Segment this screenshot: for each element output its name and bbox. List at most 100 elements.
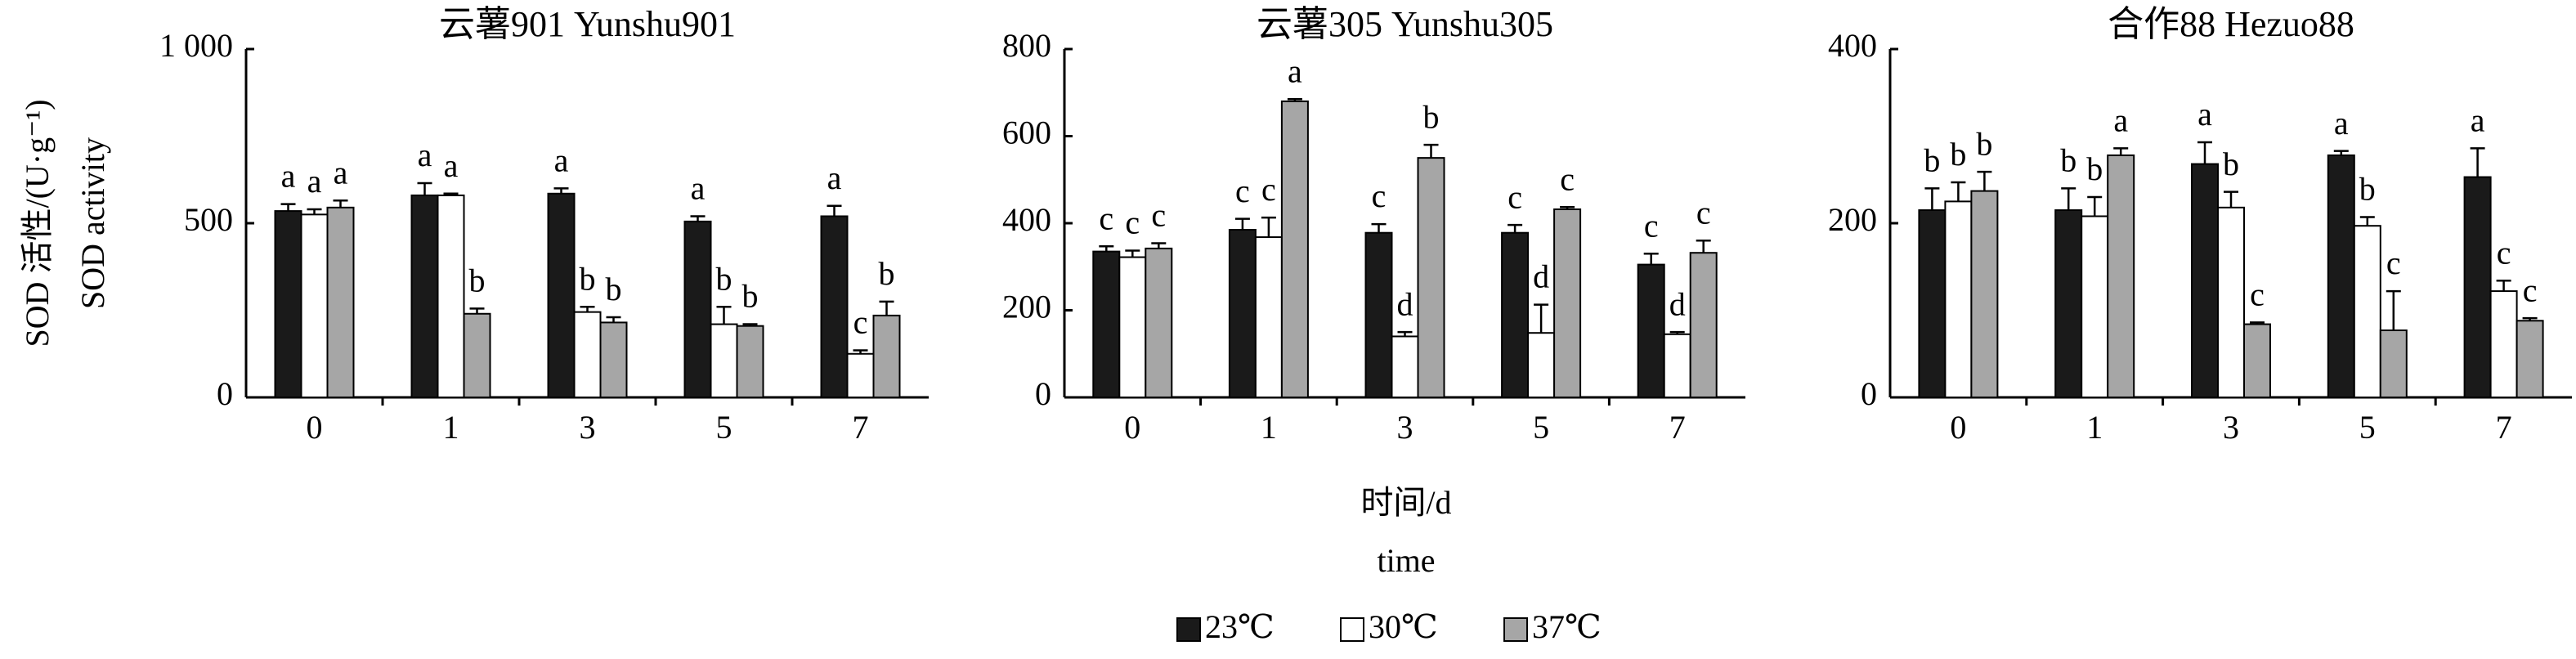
significance-letter: c: [2250, 276, 2265, 313]
significance-letter: a: [554, 142, 569, 179]
bar: [2107, 154, 2135, 398]
y-tick-label: 400: [1002, 201, 1051, 238]
x-tick-label: 3: [1397, 409, 1413, 446]
bar: [547, 192, 576, 398]
bar: [326, 206, 355, 398]
legend-label: 23℃: [1205, 608, 1275, 645]
significance-letter: b: [469, 262, 486, 299]
bar: [1970, 190, 1999, 398]
significance-letter: d: [1397, 285, 1413, 322]
bar: [1118, 256, 1147, 398]
bar: [2489, 290, 2518, 398]
significance-letter: b: [2086, 150, 2103, 187]
significance-letter: b: [1950, 136, 1966, 173]
significance-letter: a: [444, 147, 459, 184]
bar: [2054, 209, 2083, 398]
x-axis-label: time: [1377, 542, 1435, 579]
significance-letter: b: [1924, 142, 1940, 179]
bar: [683, 220, 712, 398]
significance-letter: b: [2359, 171, 2376, 208]
x-tick-label: 0: [307, 409, 323, 446]
significance-letter: a: [1288, 52, 1302, 89]
bar: [1527, 332, 1556, 398]
y-tick-label: 500: [184, 201, 233, 238]
legend-swatch: [1176, 617, 1201, 642]
significance-letter: a: [2334, 105, 2349, 141]
significance-letter: c: [1125, 204, 1140, 241]
bar: [1364, 231, 1393, 398]
bar: [300, 213, 329, 398]
significance-letter: c: [1099, 199, 1113, 236]
significance-letter: c: [1508, 178, 1522, 215]
significance-letter: c: [1696, 194, 1711, 231]
x-tick-label: 7: [1669, 409, 1686, 446]
significance-letter: b: [580, 260, 596, 297]
y-tick-label: 200: [1828, 201, 1877, 238]
significance-letter: a: [2113, 102, 2128, 139]
significance-letter: b: [606, 271, 622, 307]
bar: [1944, 200, 1973, 398]
significance-letter: b: [879, 255, 895, 292]
bar: [1637, 263, 1665, 398]
x-tick-label: 7: [853, 409, 869, 446]
significance-letter: a: [281, 158, 296, 195]
x-tick-label: 3: [2223, 409, 2239, 446]
legend-label: 37℃: [1532, 608, 1602, 645]
bar: [2353, 225, 2381, 398]
legend-swatch: [1503, 617, 1528, 642]
significance-letter: c: [2386, 244, 2401, 281]
bar: [1145, 247, 1173, 399]
significance-letter: a: [334, 154, 348, 191]
x-tick-label: 1: [1261, 409, 1277, 446]
bar: [1391, 335, 1419, 399]
bar: [2081, 215, 2109, 399]
legend-swatch: [1340, 617, 1364, 642]
bar: [1918, 209, 1947, 398]
bar: [573, 311, 602, 399]
bar: [1663, 333, 1691, 399]
significance-letter: d: [1669, 285, 1686, 322]
bar: [1689, 252, 1718, 398]
bar: [1228, 228, 1257, 398]
x-tick-label: 0: [1950, 409, 1966, 446]
y-tick-label: 200: [1002, 289, 1051, 325]
bar: [2463, 176, 2492, 398]
chart-title: 合作88 Hezuo88: [2108, 4, 2354, 44]
significance-letter: d: [1533, 258, 1549, 295]
y-tick-label: 0: [1035, 375, 1051, 412]
bar: [274, 210, 302, 398]
bar: [2191, 163, 2219, 399]
bar: [437, 194, 465, 398]
y-tick-label: 600: [1002, 114, 1051, 151]
significance-letter: b: [716, 260, 732, 297]
x-tick-label: 1: [443, 409, 459, 446]
x-tick-label: 7: [2496, 409, 2512, 446]
y-tick-label: 0: [1861, 375, 1877, 412]
legend-label: 30℃: [1369, 608, 1438, 645]
significance-letter: a: [691, 170, 706, 207]
significance-letter: b: [1976, 125, 1992, 162]
bar: [2516, 320, 2544, 398]
bar: [463, 312, 491, 399]
chart-title: 云薯901 Yunshu901: [439, 4, 736, 44]
bar: [2217, 206, 2245, 398]
bar: [599, 321, 628, 398]
bar: [2243, 323, 2271, 399]
bar: [2379, 329, 2408, 398]
bar: [1092, 250, 1121, 398]
y-tick-label: 0: [217, 375, 233, 412]
significance-letter: a: [827, 159, 842, 196]
bar: [410, 194, 439, 398]
x-axis-label: 时间/d: [1360, 484, 1451, 521]
significance-letter: c: [1151, 197, 1166, 234]
bar: [1280, 100, 1309, 399]
significance-letter: c: [1261, 171, 1276, 208]
significance-letter: a: [2197, 96, 2212, 132]
significance-letter: c: [1644, 207, 1659, 244]
significance-letter: c: [2497, 234, 2511, 271]
significance-letter: b: [1423, 98, 1440, 135]
bar: [736, 325, 764, 399]
significance-letter: b: [2060, 142, 2076, 179]
y-axis-label: SOD 活性/(U·g⁻¹): [19, 99, 56, 347]
